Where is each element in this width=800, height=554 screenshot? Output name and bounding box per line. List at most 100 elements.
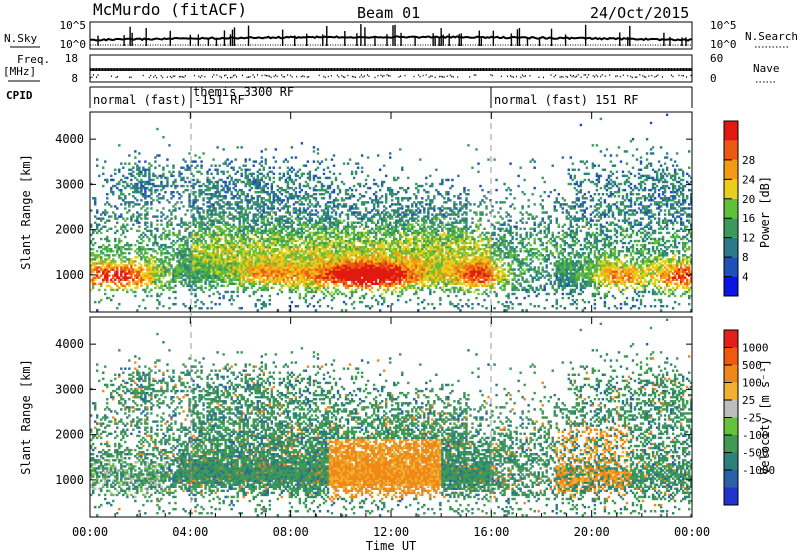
heatmap-cell [246, 213, 249, 216]
heatmap-cell [294, 217, 298, 220]
heatmap-cell [210, 192, 213, 196]
heatmap-cell [146, 243, 149, 247]
heatmap-cell [280, 270, 284, 273]
heatmap-cell [298, 182, 302, 186]
heatmap-cell [184, 213, 187, 216]
heatmap-cell [104, 247, 107, 251]
heatmap-cell [126, 276, 129, 279]
heatmap-cell [204, 258, 207, 261]
nave-marker [565, 75, 567, 78]
heatmap-cell [286, 219, 290, 222]
heatmap-cell [138, 180, 141, 184]
heatmap-cell [140, 252, 143, 255]
heatmap-cell [290, 260, 294, 263]
heatmap-cell [210, 256, 213, 259]
heatmap-cell [208, 282, 211, 286]
heatmap-cell [164, 176, 167, 180]
heatmap-cell [188, 168, 191, 171]
heatmap-cell [236, 190, 239, 194]
nave-marker [631, 76, 633, 79]
nave-marker [324, 76, 326, 79]
nave-marker [318, 74, 320, 77]
heatmap-cell [270, 217, 274, 220]
heatmap-cell [234, 217, 237, 220]
heatmap-cell [294, 270, 298, 273]
heatmap-cell [198, 227, 201, 231]
heatmap-cell [292, 288, 296, 292]
heatmap-cell [116, 207, 119, 210]
heatmap-cell [216, 227, 219, 231]
heatmap-cell [246, 215, 249, 218]
heatmap-cell [276, 280, 280, 283]
heatmap-cell [196, 266, 199, 269]
heatmap-cell [234, 201, 237, 204]
heatmap-cell [200, 217, 203, 220]
heatmap-cell [256, 186, 259, 190]
heatmap-cell [180, 264, 183, 267]
heatmap-cell [248, 237, 251, 241]
heatmap-cell [188, 272, 191, 275]
heatmap-cell [160, 270, 163, 273]
heatmap-cell [260, 243, 263, 247]
heatmap-cell [276, 221, 280, 224]
heatmap-cell [294, 201, 298, 204]
heatmap-cell [258, 239, 261, 243]
heatmap-cell [298, 235, 302, 239]
heatmap-cell [128, 162, 131, 165]
heatmap-cell [234, 195, 237, 198]
heatmap-cell [286, 186, 290, 190]
heatmap-cell [264, 162, 267, 165]
heatmap-cell [142, 247, 145, 251]
heatmap-cell [148, 237, 151, 241]
heatmap-cell [248, 247, 251, 251]
heatmap-cell [172, 274, 175, 277]
heatmap-cell [296, 174, 300, 178]
heatmap-cell [298, 254, 302, 257]
freq-strip [89, 54, 693, 83]
heatmap-cell [180, 243, 183, 247]
heatmap-cell [248, 245, 251, 249]
heatmap-cell [222, 245, 225, 249]
heatmap-cell [284, 252, 288, 255]
heatmap-cell [218, 270, 221, 273]
nave-marker [655, 75, 657, 77]
heatmap-cell [146, 282, 149, 286]
heatmap-cell [164, 184, 167, 188]
heatmap-cell [284, 188, 288, 192]
heatmap-cell [160, 282, 163, 286]
heatmap-cell [142, 254, 145, 257]
heatmap-cell [284, 190, 288, 194]
heatmap-cell [208, 235, 211, 239]
heatmap-cell [268, 262, 271, 265]
heatmap-cell [144, 190, 147, 194]
heatmap-cell [204, 262, 207, 265]
nave-marker [682, 74, 684, 77]
heatmap-cell [248, 294, 251, 298]
heatmap-cell [278, 219, 282, 222]
heatmap-cell [216, 272, 219, 275]
heatmap-cell [250, 256, 253, 259]
heatmap-cell [178, 233, 181, 237]
heatmap-cell [272, 199, 276, 202]
heatmap-cell [156, 229, 159, 233]
heatmap-cell [126, 266, 129, 269]
heatmap-cell [240, 241, 243, 245]
heatmap-cell [280, 221, 284, 224]
heatmap-cell [232, 180, 235, 184]
heatmap-cell [262, 254, 265, 257]
heatmap-cell [266, 247, 269, 251]
heatmap-cell [138, 254, 141, 257]
heatmap-cell [332, 172, 336, 176]
heatmap-cell [130, 178, 133, 182]
heatmap-cell [290, 221, 294, 224]
heatmap-cell [244, 158, 247, 161]
heatmap-cell [292, 254, 296, 257]
heatmap-cell [278, 209, 282, 212]
heatmap-cell [232, 237, 235, 241]
heatmap-cell [254, 184, 257, 188]
heatmap-cell [202, 266, 205, 269]
heatmap-cell [276, 250, 280, 253]
heatmap-cell [138, 266, 141, 269]
heatmap-cell [250, 174, 253, 178]
heatmap-cell [124, 180, 127, 184]
